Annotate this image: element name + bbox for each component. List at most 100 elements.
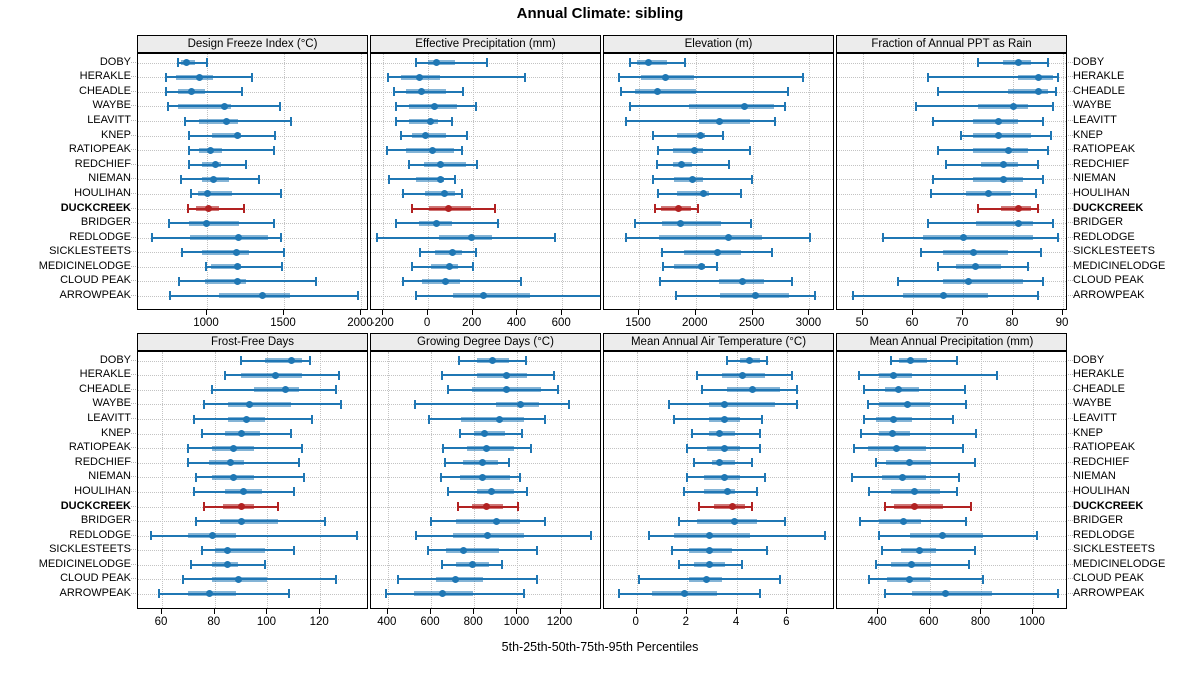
whisker-band bbox=[214, 547, 265, 553]
whisker-cap-high bbox=[750, 218, 753, 228]
median-dot bbox=[1014, 219, 1022, 227]
x-axis-tick-label: 1200 bbox=[546, 616, 573, 628]
whisker-cap-low bbox=[459, 429, 462, 439]
x-axis-tick-label: 3000 bbox=[795, 317, 822, 329]
whisker-cap-low bbox=[678, 560, 681, 570]
median-dot bbox=[195, 73, 203, 81]
whisker-cap-high bbox=[1037, 160, 1039, 170]
median-dot bbox=[1014, 59, 1022, 67]
whisker-cap-high bbox=[967, 560, 970, 570]
whisker-cap-low bbox=[660, 247, 663, 257]
whisker-cap-high bbox=[557, 385, 560, 395]
x-axis-tick-label: 1500 bbox=[270, 317, 296, 329]
whisker-cap-high bbox=[525, 356, 527, 366]
whisker-cap-high bbox=[497, 218, 500, 228]
median-dot bbox=[229, 444, 237, 452]
panel-strip: Growing Degree Days (°C) bbox=[370, 333, 601, 351]
whisker-cap-low bbox=[413, 399, 416, 409]
y-tick-stub bbox=[1068, 120, 1073, 122]
median-dot bbox=[468, 561, 476, 569]
site-label-left: DOBY bbox=[99, 55, 131, 68]
row-gridline bbox=[371, 135, 600, 137]
x-axis-tick bbox=[430, 609, 432, 614]
x-axis-tick bbox=[561, 310, 563, 315]
whisker-cap-low bbox=[874, 458, 877, 468]
whisker-cap-low bbox=[629, 101, 632, 111]
y-tick-stub bbox=[1068, 549, 1073, 551]
whisker-cap-high bbox=[300, 443, 303, 453]
median-dot bbox=[999, 175, 1007, 183]
whisker-cap-high bbox=[526, 487, 529, 497]
median-dot bbox=[892, 444, 900, 452]
site-label-right: ARROWPEAK bbox=[1073, 288, 1145, 301]
whisker-cap-high bbox=[356, 531, 359, 541]
y-tick-stub bbox=[1068, 461, 1073, 463]
whisker-cap-low bbox=[695, 370, 698, 380]
whisker-cap-high bbox=[460, 189, 463, 199]
y-tick-stub bbox=[131, 374, 136, 376]
whisker-range bbox=[658, 149, 751, 152]
y-tick-stub bbox=[1068, 192, 1073, 194]
y-tick-stub bbox=[1068, 418, 1073, 420]
whisker-cap-low bbox=[169, 291, 172, 301]
site-label-right: HOULIHAN bbox=[1073, 186, 1130, 199]
site-label-right: LEAVITT bbox=[1073, 412, 1117, 425]
x-axis-tick bbox=[635, 609, 637, 614]
whisker-band bbox=[189, 220, 240, 226]
whisker-cap-low bbox=[932, 174, 934, 184]
site-label-right: REDCHIEF bbox=[1073, 157, 1130, 170]
x-axis-tick bbox=[786, 609, 788, 614]
whisker-cap-high bbox=[727, 160, 730, 170]
whisker-cap-low bbox=[447, 385, 450, 395]
whisker-band bbox=[422, 278, 461, 284]
whisker-cap-low bbox=[187, 131, 190, 141]
site-label-right: SICKLESTEETS bbox=[1073, 543, 1155, 556]
whisker-cap-low bbox=[426, 545, 429, 555]
whisker-cap-low bbox=[182, 574, 185, 584]
median-dot bbox=[906, 357, 914, 365]
whisker-range bbox=[185, 120, 291, 123]
median-dot bbox=[433, 59, 441, 67]
y-tick-stub bbox=[131, 549, 136, 551]
whisker-cap-high bbox=[823, 531, 826, 541]
whisker-cap-low bbox=[411, 262, 414, 272]
whisker-cap-high bbox=[786, 87, 789, 97]
whisker-cap-low bbox=[866, 399, 869, 409]
whisker-cap-high bbox=[1037, 204, 1039, 213]
x-axis-tick bbox=[1012, 310, 1013, 315]
whisker-range bbox=[403, 280, 521, 283]
y-tick-stub bbox=[1068, 403, 1073, 405]
x-axis-tick-label: 120 bbox=[309, 616, 329, 628]
whisker-cap-low bbox=[890, 356, 892, 366]
x-axis-tick-label: 2 bbox=[682, 616, 690, 628]
whisker-cap-low bbox=[188, 145, 191, 155]
whisker-cap-high bbox=[308, 356, 311, 366]
whisker-cap-low bbox=[186, 204, 189, 213]
site-label-left: BRIDGER bbox=[80, 216, 131, 229]
whisker-cap-low bbox=[618, 72, 621, 82]
whisker-cap-low bbox=[408, 160, 410, 170]
whisker-band bbox=[423, 162, 467, 168]
y-tick-stub bbox=[131, 163, 136, 165]
whisker-cap-high bbox=[568, 399, 571, 409]
site-label-right: WAYBE bbox=[1073, 397, 1112, 410]
site-label-right: MEDICINELODGE bbox=[1073, 259, 1166, 272]
site-label-left: NIEMAN bbox=[88, 172, 131, 185]
whisker-cap-high bbox=[962, 443, 965, 453]
y-tick-stub bbox=[131, 563, 136, 565]
y-tick-stub bbox=[131, 447, 136, 449]
whisker-cap-low bbox=[977, 58, 979, 68]
whisker-cap-high bbox=[796, 399, 799, 409]
panel-strip-label: Design Freeze Index (°C) bbox=[187, 38, 318, 50]
x-axis-tick bbox=[359, 310, 361, 315]
whisker-cap-low bbox=[447, 487, 450, 497]
whisker-band bbox=[409, 118, 439, 124]
whisker-cap-high bbox=[518, 472, 521, 482]
y-tick-stub bbox=[1068, 505, 1073, 507]
whisker-cap-high bbox=[494, 204, 497, 213]
whisker-cap-high bbox=[1057, 72, 1059, 82]
whisker-cap-high bbox=[1056, 589, 1059, 599]
site-label-left: ARROWPEAK bbox=[59, 288, 131, 301]
y-tick-stub bbox=[131, 359, 136, 361]
